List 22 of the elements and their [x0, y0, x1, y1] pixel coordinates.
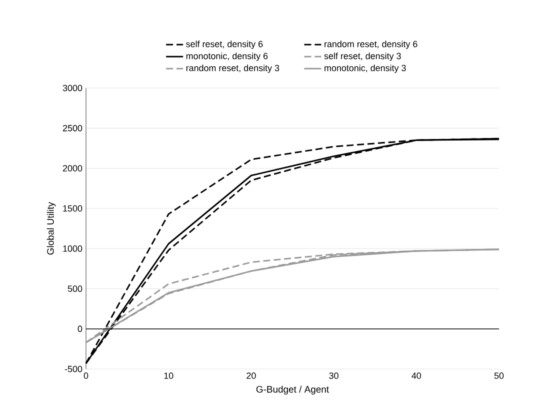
y-tick-label: 500: [68, 286, 82, 292]
y-axis-title: Global Utility: [46, 202, 56, 255]
y-tick-label: -500: [64, 366, 82, 372]
legend-label: monotonic, density 3: [324, 64, 406, 73]
legend-label: monotonic, density 6: [186, 52, 268, 61]
x-tick-label: 30: [329, 372, 338, 379]
x-tick-label: 40: [412, 372, 422, 379]
legend-label: self reset, density 3: [324, 52, 401, 61]
y-tick-label: 3000: [62, 84, 82, 92]
legend-label: self reset, density 6: [186, 40, 263, 49]
y-tick-label: 2000: [62, 165, 82, 172]
y-tick-label: 1500: [63, 205, 82, 212]
legend-label: random reset, density 6: [324, 40, 418, 49]
x-tick-label: 10: [164, 372, 174, 379]
y-tick-label: 2500: [62, 124, 82, 132]
x-tick-label: 20: [246, 372, 256, 379]
y-tick-label: 0: [78, 326, 82, 332]
y-tick-label: 1000: [63, 245, 82, 252]
x-axis-title: G-Budget / Agent: [256, 386, 329, 395]
legend-label: random reset, density 3: [186, 64, 280, 73]
x-tick-label: 50: [494, 372, 504, 379]
x-tick-label: 0: [84, 372, 88, 379]
